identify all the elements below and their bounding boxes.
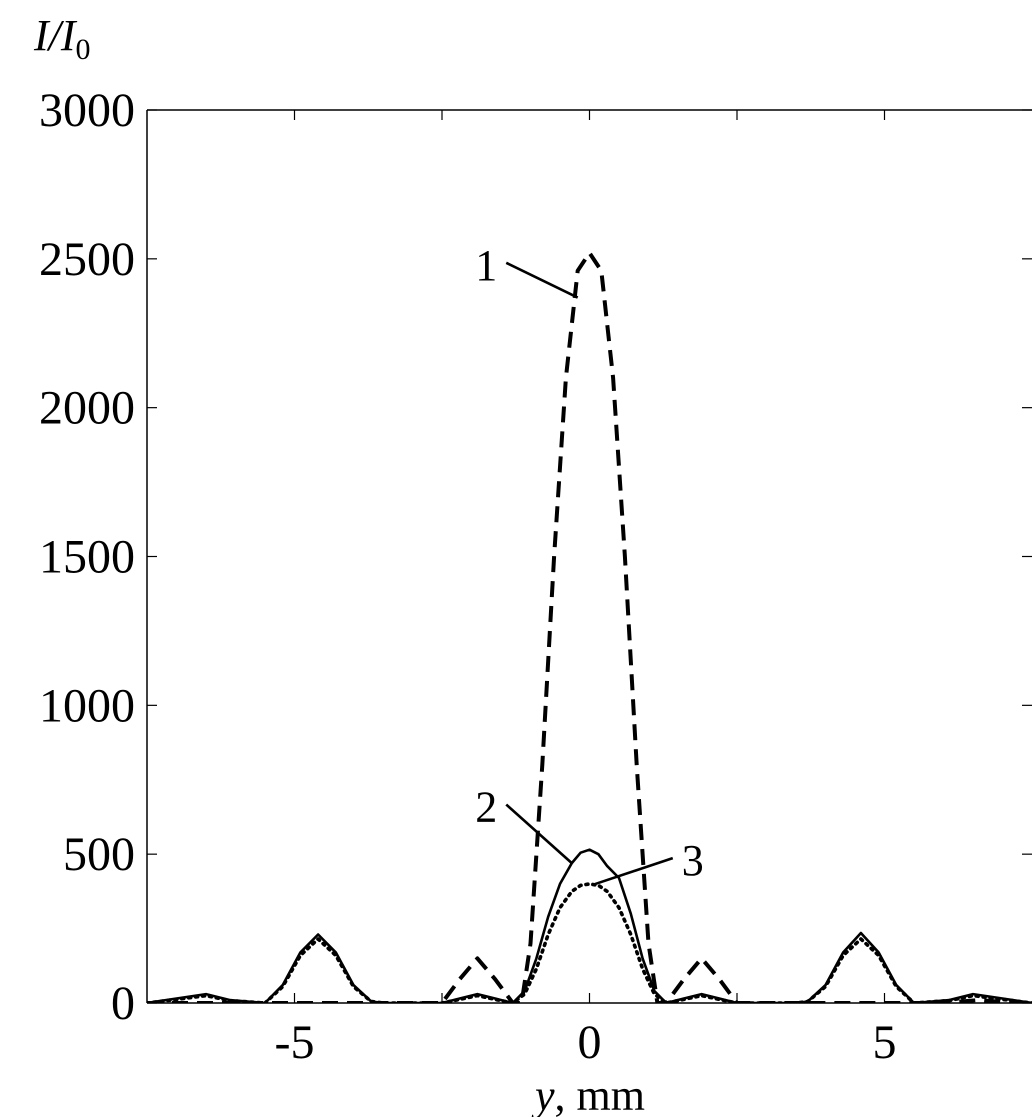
x-tick-label: -5 [275, 1016, 315, 1069]
y-tick-label: 1500 [39, 531, 135, 584]
y-tick-label: 3000 [39, 84, 135, 137]
x-axis-title: y, mm [531, 1071, 645, 1117]
tick-labels: 0 500 1000 1500 2000 2500 3000 -5 0 5 [39, 84, 897, 1069]
y-tick-label: 2500 [39, 233, 135, 286]
x-tick-label: 0 [578, 1016, 602, 1069]
annotation-layer: 1 2 3 [475, 241, 704, 886]
curve-1-label: 1 [475, 241, 497, 290]
curve-1-leader-line [505, 261, 579, 299]
x-axis-title-unit: , mm [555, 1071, 645, 1117]
series-2-line [147, 848, 1032, 1003]
y-tick-label: 1000 [39, 679, 135, 732]
y-tick-label: 500 [63, 828, 135, 881]
curve-3-leader-line [594, 856, 674, 886]
curve-3-label: 3 [682, 836, 704, 885]
curve-2-label: 2 [475, 783, 497, 832]
y-tick-label: 2000 [39, 382, 135, 435]
series-1-line [147, 250, 1032, 1003]
series-3-line [147, 882, 1032, 1003]
curve-2-leader-line [505, 803, 573, 865]
y-tick-label: 0 [111, 977, 135, 1030]
x-axis-title-variable: y [531, 1071, 555, 1117]
y-axis-title: I/I0 [33, 11, 91, 66]
x-tick-label: 5 [873, 1016, 897, 1069]
series-layer [147, 250, 1032, 1003]
plot-frame [146, 109, 1032, 1004]
y-axis-title-subscript: 0 [76, 33, 91, 66]
y-axis-title-main: I/I [33, 11, 78, 60]
axis-ticks [147, 109, 1032, 1004]
